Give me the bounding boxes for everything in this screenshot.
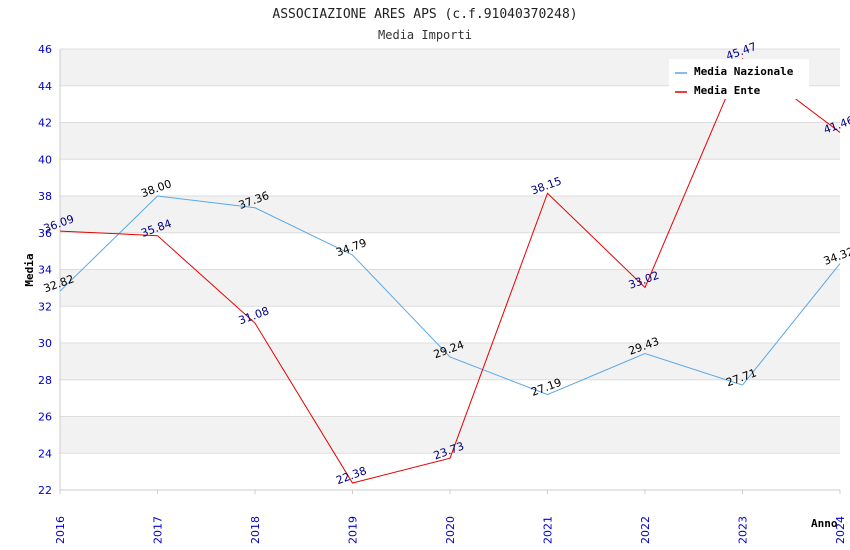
x-axis-label: Anno [811, 517, 838, 530]
x-tick-label: 2023 [737, 516, 750, 544]
chart-title: ASSOCIAZIONE ARES APS (c.f.91040370248) [272, 7, 577, 22]
y-tick-label: 40 [38, 153, 52, 166]
grid-band [60, 416, 840, 454]
grid-band [60, 196, 840, 233]
grid-band [60, 122, 840, 160]
y-tick-label: 46 [38, 43, 52, 56]
legend-label-ente: Media Ente [694, 84, 761, 97]
series-line-media-nazionale [59, 195, 841, 396]
x-axis-ticks: 2016 2017 2018 2019 2020 2021 2022 2023 2024 [54, 490, 847, 544]
x-tick-label: 2017 [152, 516, 165, 544]
x-tick-label: 2024 [834, 516, 847, 544]
grid-band [60, 343, 840, 380]
y-tick-label: 22 [38, 484, 52, 497]
series-lines [59, 57, 841, 484]
legend-label-nazionale: Media Nazionale [694, 65, 794, 78]
y-tick-label: 30 [38, 337, 52, 350]
y-axis-ticks: 22 24 26 28 30 32 34 36 38 40 42 44 46 [38, 43, 52, 497]
grid-band [60, 379, 840, 417]
y-tick-label: 28 [38, 374, 52, 387]
legend: Media Nazionale Media Ente [669, 59, 809, 99]
chart-subtitle: Media Importi [378, 28, 472, 42]
y-tick-label: 26 [38, 411, 52, 424]
x-tick-label: 2022 [639, 516, 652, 544]
x-tick-label: 2018 [249, 516, 262, 544]
series-line-media-ente [59, 57, 841, 484]
y-axis-label: Media [23, 253, 36, 286]
y-tick-label: 38 [38, 190, 52, 203]
grid-band [60, 269, 840, 307]
grid-band [60, 306, 840, 343]
x-tick-label: 2020 [444, 516, 457, 544]
y-tick-label: 44 [38, 80, 52, 93]
y-tick-label: 24 [38, 447, 52, 460]
grid-band [60, 453, 840, 490]
y-tick-label: 36 [38, 227, 52, 240]
x-tick-label: 2016 [54, 516, 67, 544]
y-tick-label: 32 [38, 300, 52, 313]
grid-band [60, 159, 840, 196]
y-tick-label: 42 [38, 117, 52, 130]
plot-background-bands [60, 49, 840, 490]
x-tick-label: 2021 [542, 516, 555, 544]
grid-band [60, 232, 840, 270]
y-tick-label: 34 [38, 264, 52, 277]
legend-box [669, 59, 809, 99]
x-tick-label: 2019 [347, 516, 360, 544]
